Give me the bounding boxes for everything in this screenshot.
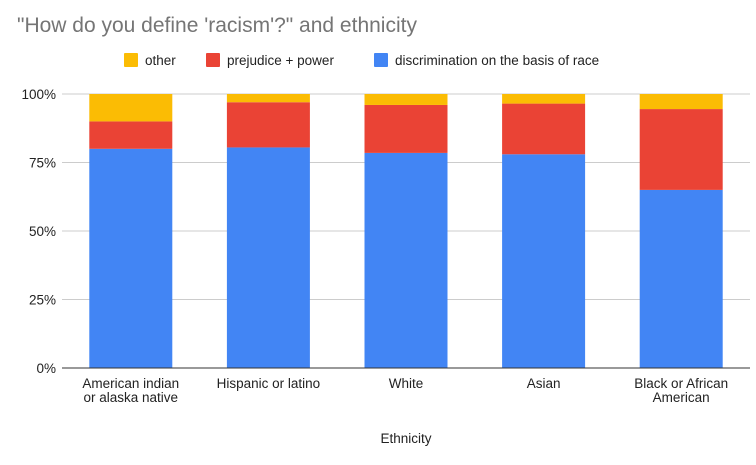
y-tick-label: 50%	[29, 224, 56, 239]
y-axis-ticks: 0% 25% 50% 75% 100%	[21, 87, 56, 376]
legend-swatch-prejudice-power	[206, 53, 220, 67]
x-tick-label: Black or African American	[634, 376, 728, 405]
bar-segment	[89, 121, 173, 149]
bar-segment	[226, 147, 310, 368]
bars	[89, 94, 723, 368]
bar-segment	[226, 102, 310, 148]
bar-segment	[502, 103, 586, 155]
bar-segment	[89, 148, 173, 368]
x-tick-label: Hispanic or latino	[217, 376, 321, 391]
legend-swatch-discrimination	[374, 53, 388, 67]
x-tick-label: American indian or alaska native	[82, 376, 179, 405]
bar-segment	[364, 94, 448, 105]
x-tick-label: Asian	[527, 376, 561, 391]
y-tick-label: 0%	[36, 361, 56, 376]
bar-segment	[502, 94, 586, 104]
chart-title: "How do you define 'racism'?" and ethnic…	[17, 14, 417, 37]
bar-segment	[639, 109, 723, 190]
legend: other prejudice + power discrimination o…	[124, 53, 599, 68]
bar-segment	[364, 104, 448, 153]
bar-segment	[364, 152, 448, 368]
x-tick-label: White	[389, 376, 424, 391]
legend-label-other: other	[145, 53, 176, 68]
bar-segment	[639, 94, 723, 110]
y-tick-label: 25%	[29, 293, 56, 308]
legend-label-prejudice-power: prejudice + power	[227, 53, 334, 68]
y-tick-label: 100%	[21, 87, 56, 102]
x-axis-title: Ethnicity	[380, 431, 431, 446]
bar-segment	[226, 94, 310, 103]
y-tick-label: 75%	[29, 156, 56, 171]
legend-label-discrimination: discrimination on the basis of race	[395, 53, 599, 68]
bar-segment	[502, 154, 586, 368]
bar-segment	[89, 94, 173, 122]
x-axis-ticks: American indian or alaska native Hispanic …	[82, 376, 728, 405]
legend-swatch-other	[124, 53, 138, 67]
bar-segment	[639, 189, 723, 368]
